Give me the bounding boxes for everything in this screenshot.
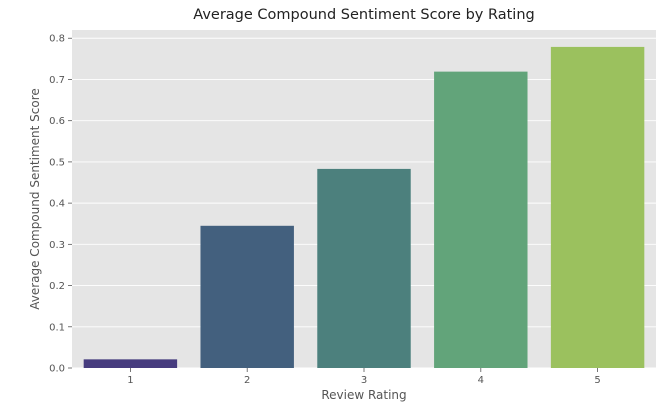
y-tick-label: 0.2	[49, 281, 65, 292]
x-tick-label: 5	[594, 375, 600, 386]
x-tick-label: 3	[361, 375, 367, 386]
y-axis: 0.0 0.1 0.2 0.3 0.4 0.5 0.6 0.7 0.8	[49, 34, 72, 375]
y-tick-label: 0.4	[49, 199, 65, 210]
y-tick-label: 0.0	[49, 364, 65, 375]
bar-rating-1	[83, 359, 178, 368]
y-tick-label: 0.5	[49, 157, 65, 168]
y-tick-label: 0.3	[49, 240, 65, 251]
bar-rating-4	[434, 71, 528, 368]
bar-rating-2	[200, 225, 294, 368]
bar-rating-5	[550, 46, 645, 369]
bar-rating-3	[317, 168, 411, 368]
y-tick-label: 0.6	[49, 116, 65, 127]
y-tick-label: 0.8	[49, 34, 65, 45]
x-axis-label: Review Rating	[321, 388, 406, 402]
bars	[83, 46, 645, 369]
x-axis: 1 2 3 4 5	[127, 368, 601, 386]
y-tick-label: 0.1	[49, 322, 65, 333]
y-axis-label: Average Compound Sentiment Score	[28, 88, 42, 310]
x-tick-label: 2	[244, 375, 250, 386]
y-tick-label: 0.7	[49, 75, 65, 86]
x-tick-label: 1	[127, 375, 133, 386]
x-tick-label: 4	[478, 375, 484, 386]
chart-title: Average Compound Sentiment Score by Rati…	[193, 7, 534, 23]
